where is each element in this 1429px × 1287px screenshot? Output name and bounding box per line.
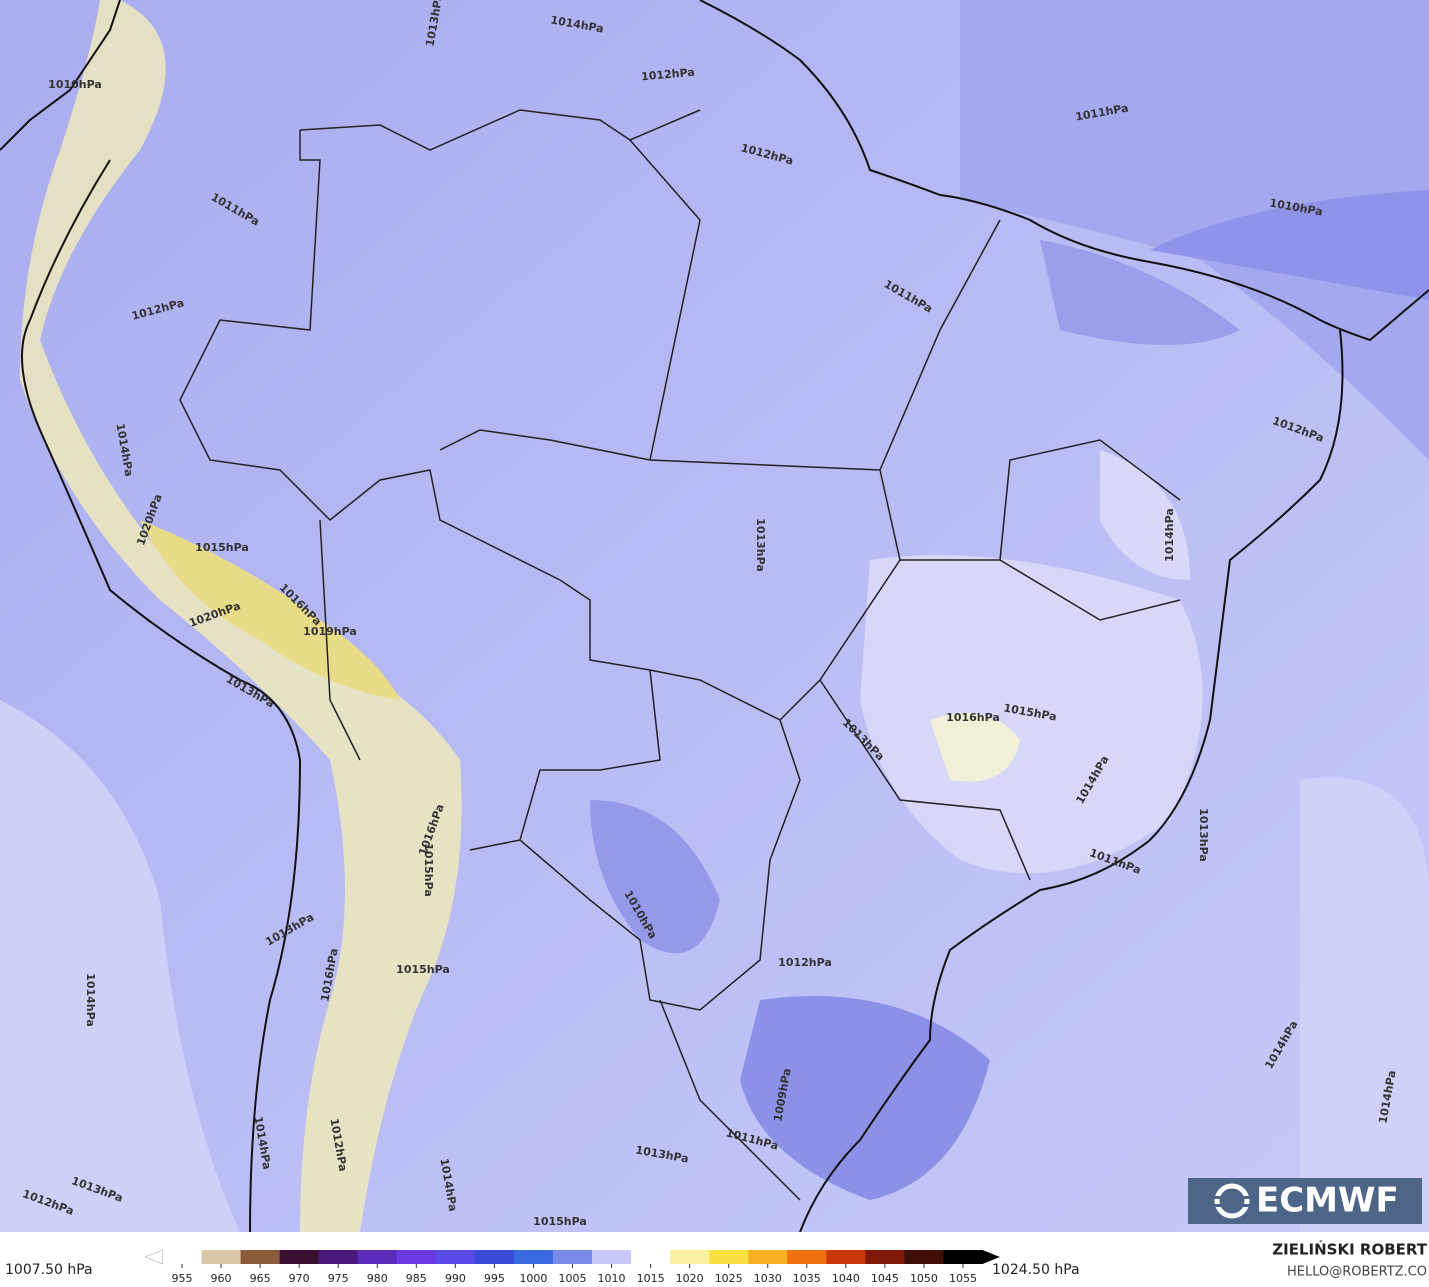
colorbar-swatch xyxy=(748,1250,788,1264)
low-pressure xyxy=(590,800,720,954)
isobar-label: 1014hPa xyxy=(84,973,97,1027)
ocean-low xyxy=(960,0,1429,460)
isobar-label: 1019hPa xyxy=(303,625,357,638)
colorbar-swatch xyxy=(474,1250,515,1264)
colorbar-swatch xyxy=(787,1250,827,1264)
colorbar-swatch xyxy=(904,1250,944,1264)
colorbar-tick-label: 990 xyxy=(445,1272,466,1285)
colorbar-tick-label: 965 xyxy=(250,1272,271,1285)
logo: ECMWF xyxy=(1188,1178,1422,1224)
colorbar-end xyxy=(144,1249,163,1265)
colorbar-swatch xyxy=(552,1250,593,1264)
logo-text: ECMWF xyxy=(1256,1181,1399,1221)
colorbar-end xyxy=(982,1250,1000,1264)
isobar-label: 1014hPa xyxy=(1163,508,1176,562)
colorbar-tick-label: 1055 xyxy=(949,1272,977,1285)
colorbar-tick-label: 1025 xyxy=(715,1272,743,1285)
low-pressure xyxy=(740,996,990,1200)
colorbar-swatch xyxy=(162,1250,203,1264)
colorbar-swatch xyxy=(513,1250,554,1264)
colorbar-tick-label: 1045 xyxy=(871,1272,899,1285)
colorbar-swatch xyxy=(318,1250,359,1264)
andes-high xyxy=(140,520,400,700)
low-pressure xyxy=(1040,240,1240,345)
logo-icon xyxy=(1214,1196,1250,1199)
colorbar-tick-label: 1005 xyxy=(559,1272,587,1285)
isobar-label: 1015hPa xyxy=(396,963,450,976)
colorbar-tick-label: 980 xyxy=(367,1272,388,1285)
colorbar-tick-label: 960 xyxy=(211,1272,232,1285)
colorbar-swatch xyxy=(240,1250,281,1264)
colorbar-swatch xyxy=(279,1250,320,1264)
colorbar-swatch xyxy=(709,1250,749,1264)
colorbar-swatch xyxy=(435,1250,476,1264)
colorbar-swatch xyxy=(631,1250,671,1264)
colorbar-swatch xyxy=(201,1250,242,1264)
colorbar-swatch xyxy=(396,1250,437,1264)
high-pressure xyxy=(1100,450,1190,580)
colorbar-swatch xyxy=(592,1250,632,1264)
isobar-label: 1016hPa xyxy=(946,711,1000,724)
isobar-label: 1013hPa xyxy=(754,518,767,572)
colorbar-tick-label: 970 xyxy=(289,1272,310,1285)
colorbar-tick-label: 985 xyxy=(406,1272,427,1285)
isobar-label: 1012hPa xyxy=(641,66,696,84)
colorbar-tick-label: 1040 xyxy=(832,1272,860,1285)
isobar-label: 1010hPa xyxy=(48,78,102,91)
colorbar-tick-label: 1010 xyxy=(598,1272,626,1285)
logo-icon xyxy=(1214,1204,1250,1207)
colorbar-swatch xyxy=(826,1250,866,1264)
colorbar-tick-label: 955 xyxy=(172,1272,193,1285)
isobar-label: 1015hPa xyxy=(533,1215,587,1228)
colorbar-swatch xyxy=(943,1250,984,1264)
colorbar-tick-label: 1035 xyxy=(793,1272,821,1285)
colorbar-swatch xyxy=(357,1250,398,1264)
colorbar-tick-label: 1015 xyxy=(637,1272,665,1285)
isobar-label: 1015hPa xyxy=(195,541,249,554)
colorbar-tick-label: 995 xyxy=(484,1272,505,1285)
colorbar-max: 1024.50 hPa xyxy=(992,1262,1080,1278)
colorbar-swatch xyxy=(670,1250,710,1264)
logo-icon xyxy=(1214,1183,1250,1219)
isobar-label: 1013hPa xyxy=(1197,808,1210,862)
isobar-label: 1015hPa xyxy=(422,843,435,897)
colorbar-tick-label: 1000 xyxy=(519,1272,547,1285)
colorbar: 955 960 965 970 975 980 985 990 995 1000 1005 1010 1… xyxy=(144,1249,1000,1285)
colorbar-tick-label: 975 xyxy=(328,1272,349,1285)
ocean-high xyxy=(1300,777,1429,1232)
ocean-high xyxy=(0,700,240,1232)
email: HELLO@ROBERTZ.CO xyxy=(1287,1265,1427,1280)
colorbar-min: 1007.50 hPa xyxy=(5,1262,93,1278)
colorbar-tick-label: 1020 xyxy=(676,1272,704,1285)
colorbar-tick-label: 1050 xyxy=(910,1272,938,1285)
map xyxy=(0,0,1429,1233)
colorbar-tick-label: 1030 xyxy=(754,1272,782,1285)
ocean-low xyxy=(1150,190,1429,300)
coastline xyxy=(0,0,1429,1233)
isobar-label: 1012hPa xyxy=(778,956,832,969)
high-pressure xyxy=(930,713,1020,782)
high-pressure xyxy=(860,555,1203,874)
author: ZIELIŃSKI ROBERT xyxy=(1272,1240,1427,1259)
borders xyxy=(179,109,1181,1201)
colorbar-swatch xyxy=(865,1250,905,1264)
